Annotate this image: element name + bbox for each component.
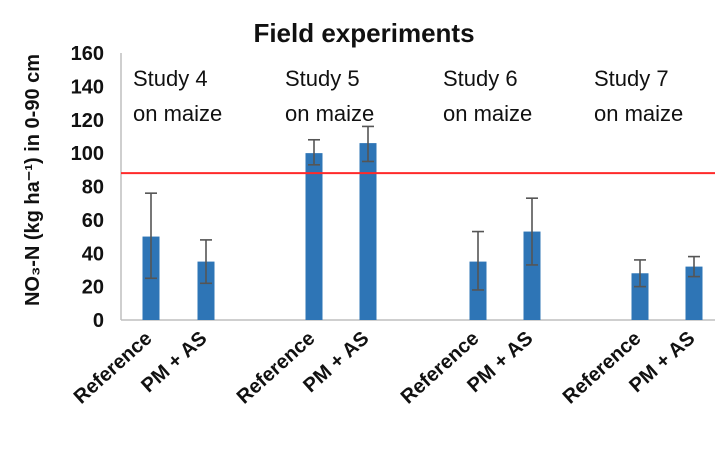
study-label-crop: on maize [594, 101, 683, 126]
bar [523, 231, 541, 320]
bar [305, 153, 323, 320]
axes [120, 53, 715, 321]
study-label-crop: on maize [443, 101, 532, 126]
error-bar [634, 259, 646, 288]
error-bar [200, 239, 212, 285]
y-tick-label: 60 [82, 210, 104, 232]
error-bar [688, 255, 700, 278]
bars [142, 143, 703, 320]
study-label-title: Study 4 [133, 66, 208, 91]
error-bar [362, 125, 374, 163]
bar [469, 261, 487, 320]
study-label-title: Study 7 [594, 66, 669, 91]
y-tick-label: 40 [82, 243, 104, 265]
error-bars [145, 125, 700, 291]
study-label-title: Study 5 [285, 66, 360, 91]
study-label-crop: on maize [285, 101, 374, 126]
y-axis-label: NO₃-N (kg ha⁻¹) in 0-90 cm [22, 54, 44, 306]
x-tick-label: Reference [559, 327, 646, 408]
bar [197, 261, 215, 320]
bar [685, 266, 703, 320]
x-tick-label: Reference [233, 327, 320, 408]
error-bar [145, 192, 157, 280]
y-tick-label: 80 [82, 177, 104, 199]
y-tick-label: 140 [71, 76, 104, 98]
y-tick-label: 0 [93, 310, 104, 332]
chart-title: Field experiments [253, 18, 474, 48]
y-tick-label: 120 [71, 110, 104, 132]
y-tick-label: 20 [82, 277, 104, 299]
error-bar [526, 197, 538, 266]
bar [631, 273, 649, 320]
y-tick-label: 100 [71, 143, 104, 165]
error-bar [472, 230, 484, 291]
study-label-crop: on maize [133, 101, 222, 126]
x-tick-label: Reference [70, 327, 157, 408]
y-tick-labels: 0 20 40 60 80 100 120 140 160 [71, 43, 104, 332]
y-tick-label: 160 [71, 43, 104, 65]
x-tick-label: Reference [397, 327, 484, 408]
bar [359, 143, 377, 320]
study-label-title: Study 6 [443, 66, 518, 91]
error-bar [308, 138, 320, 166]
study-labels: Study 4 on maize Study 5 on maize Study 6 on … [133, 66, 683, 126]
